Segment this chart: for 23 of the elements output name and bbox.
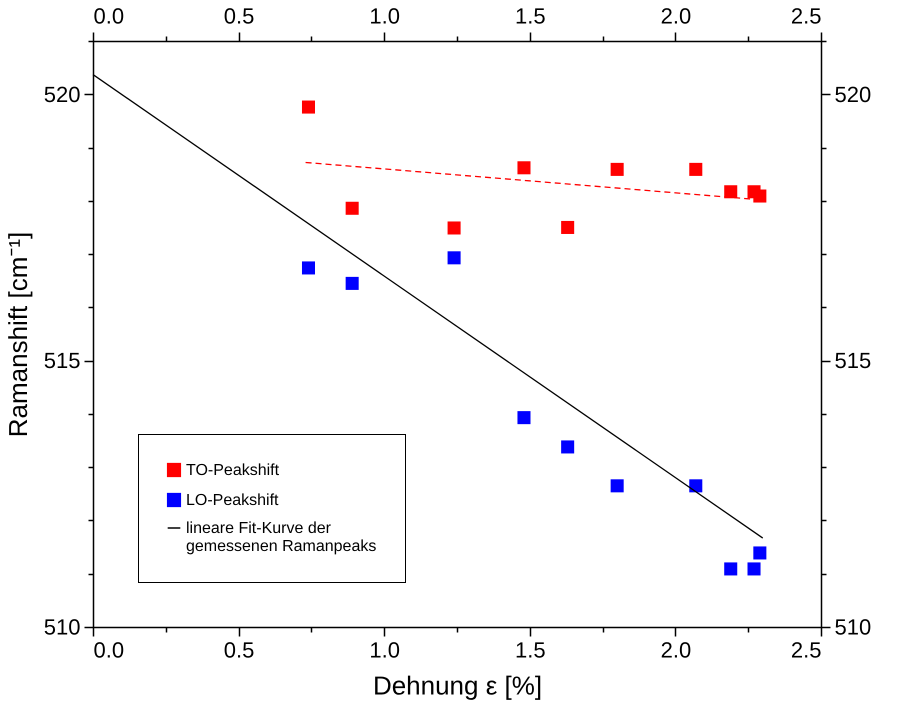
y2-tick-label: 520 — [834, 82, 872, 107]
y2-tick-label: 510 — [834, 614, 872, 640]
x-tick-label: 0.0 — [94, 638, 124, 662]
x2-tick-label: 0.5 — [224, 4, 254, 28]
x-tick-label: 0.5 — [224, 638, 254, 662]
legend-label: LO-Peakshift — [186, 492, 280, 509]
y-axis-title: Ramanshift [cm⁻¹] — [2, 232, 33, 438]
y-tick-label: 510 — [44, 614, 80, 640]
x2-tick-label: 1.0 — [369, 4, 400, 28]
x2-tick-label: 0.0 — [94, 4, 124, 28]
y-tick-label: 520 — [44, 82, 80, 107]
x2-tick-label: 2.0 — [660, 4, 692, 28]
legend-label: lineare Fit-Kurve der gemessenen Ramanpeaks — [186, 520, 376, 555]
y-tick-label: 515 — [44, 348, 80, 374]
y2-tick-label: 515 — [834, 348, 872, 374]
x-tick-label: 1.5 — [515, 638, 546, 662]
x2-tick-label: 2.5 — [790, 4, 822, 28]
legend-label: TO-Peakshift — [186, 462, 280, 479]
x2-tick-label: 1.5 — [515, 4, 546, 28]
x-tick-label: 2.5 — [790, 638, 822, 662]
x-axis-title: Dehnung ε [%] — [372, 670, 542, 700]
x-tick-label: 2.0 — [660, 638, 692, 662]
x-tick-label: 1.0 — [369, 638, 400, 662]
